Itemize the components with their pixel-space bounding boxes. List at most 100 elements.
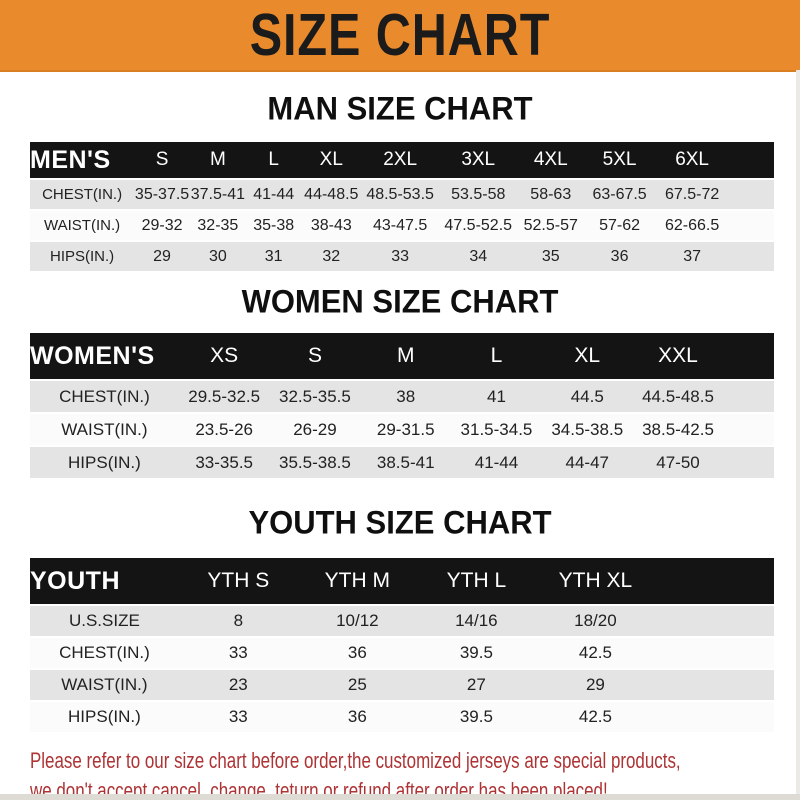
row-label-cell: WAIST(IN.) [61,675,148,694]
value-cell: 37.5-41 [190,185,245,203]
column-header-cell: XL [319,149,343,170]
men-size-table: MEN'S S M L XL 2XL 3XL 4XL 5XL 6XL CHEST(IN.) 35-37… [30,140,774,273]
row-label-cell: HIPS(IN.) [68,707,141,726]
value-cell: 67.5-72 [664,185,720,203]
value-cell: 44-48.5 [304,185,359,203]
value-cell: 18/20 [574,611,617,630]
value-cell: 63-67.5 [592,185,647,203]
row-filler-cell [729,242,774,271]
row-filler-cell [655,606,774,636]
value-cell: 33 [391,247,410,265]
value-cell: 33 [228,707,248,726]
column-header-cell: YTH S [207,569,270,592]
section-women: WOMEN SIZE CHART WOMEN'S XS S M L XL XXL CHEST(… [0,283,800,480]
row-filler-cell [655,670,774,700]
value-cell: 35.5-38.5 [279,452,351,472]
value-cell: 52.5-57 [523,216,578,234]
column-header-cell: S [307,344,322,367]
column-header-cell: XS [210,344,239,367]
women-section-heading: WOMEN SIZE CHART [241,283,559,320]
value-cell: 42.5 [578,707,612,726]
column-header-cell: L [268,149,279,170]
value-cell: 44.5-48.5 [642,386,714,406]
column-header-cell: S [155,149,169,170]
table-title-cell: WOMEN'S [30,341,155,370]
footer-note-line-1: Please refer to our size chart before or… [30,748,681,773]
value-cell: 42.5 [578,643,612,662]
value-cell: 29 [153,247,171,265]
value-cell: 41-44 [253,185,295,203]
column-header-cell: M [396,344,415,367]
value-cell: 32 [322,247,341,265]
value-cell: 23 [228,675,248,694]
table-title-cell: YOUTH [30,566,120,595]
row-label-cell: WAIST(IN.) [44,217,121,234]
value-cell: 38 [396,386,416,406]
section-men: MAN SIZE CHART MEN'S S M L XL 2XL 3XL 4XL 5XL 6XL… [0,90,800,273]
banner: SIZE CHART [0,0,800,72]
value-cell: 31.5-34.5 [460,419,533,439]
value-cell: 53.5-58 [451,185,506,203]
value-cell: 8 [233,611,244,630]
row-filler-cell [723,414,774,445]
value-cell: 44.5 [570,386,604,406]
column-header-cell: M [209,149,226,170]
column-header-cell: 6XL [675,149,709,170]
value-cell: 38.5-42.5 [642,419,714,439]
value-cell: 39.5 [459,707,493,726]
value-cell: 36 [347,707,367,726]
table-row: HIPS(IN.) 29 30 31 32 33 34 35 36 37 [30,242,774,271]
row-label-cell: CHEST(IN.) [59,386,150,406]
column-header-cell: YTH M [324,569,390,592]
header-filler-cell [655,558,774,604]
value-cell: 32.5-35.5 [279,386,351,406]
value-cell: 29.5-32.5 [188,386,261,406]
row-label-cell: HIPS(IN.) [68,452,141,472]
table-row: WAIST(IN.) 23 25 27 29 [30,670,774,700]
column-header-cell: 2XL [383,149,418,170]
table-row: CHEST(IN.) 35-37.5 37.5-41 41-44 44-48.5 48.5… [30,180,774,209]
value-cell: 14/16 [455,611,498,630]
row-label-cell: CHEST(IN.) [42,186,123,203]
value-cell: 57-62 [599,216,641,234]
value-cell: 41 [487,386,506,406]
column-header-cell: YTH L [446,569,507,592]
row-label-cell: U.S.SIZE [68,611,140,630]
value-cell: 62-66.5 [664,216,720,234]
column-header-cell: YTH XL [558,569,633,592]
value-cell: 38-43 [310,216,352,234]
value-cell: 36 [347,643,367,662]
footer-note-line-2: we don't accept cancel, change, teturn o… [30,778,608,800]
value-cell: 34 [469,247,488,265]
column-header-cell: 4XL [533,149,568,170]
value-cell: 37 [683,247,701,265]
header-filler-cell [729,142,774,178]
table-row: U.S.SIZE 8 10/12 14/16 18/20 [30,606,774,636]
table-header-row: MEN'S S M L XL 2XL 3XL 4XL 5XL 6XL [30,142,774,178]
value-cell: 29 [585,675,605,694]
value-cell: 33 [228,643,248,662]
value-cell: 31 [264,247,283,265]
value-cell: 35 [541,247,560,265]
table-row: CHEST(IN.) 29.5-32.5 32.5-35.5 38 41 44.5 44.5… [30,381,774,412]
section-youth: YOUTH SIZE CHART YOUTH YTH S YTH M YTH L YTH… [0,504,800,734]
value-cell: 25 [347,675,367,694]
value-cell: 30 [208,247,227,265]
banner-title: SIZE CHART [249,1,551,68]
value-cell: 29-31.5 [376,419,435,439]
row-filler-cell [729,211,774,240]
value-cell: 41-44 [474,452,519,472]
column-header-cell: 5XL [602,149,637,170]
value-cell: 58-63 [530,185,572,203]
value-cell: 23.5-26 [195,419,254,439]
row-label-cell: CHEST(IN.) [59,643,150,662]
value-cell: 36 [610,247,629,265]
value-cell: 33-35.5 [195,452,254,472]
value-cell: 47.5-52.5 [444,216,513,234]
row-filler-cell [723,381,774,412]
value-cell: 34.5-38.5 [551,419,624,439]
table-row: WAIST(IN.) 23.5-26 26-29 29-31.5 31.5-34.5 34… [30,414,774,445]
value-cell: 32-35 [197,216,239,234]
value-cell: 48.5-53.5 [366,185,434,203]
